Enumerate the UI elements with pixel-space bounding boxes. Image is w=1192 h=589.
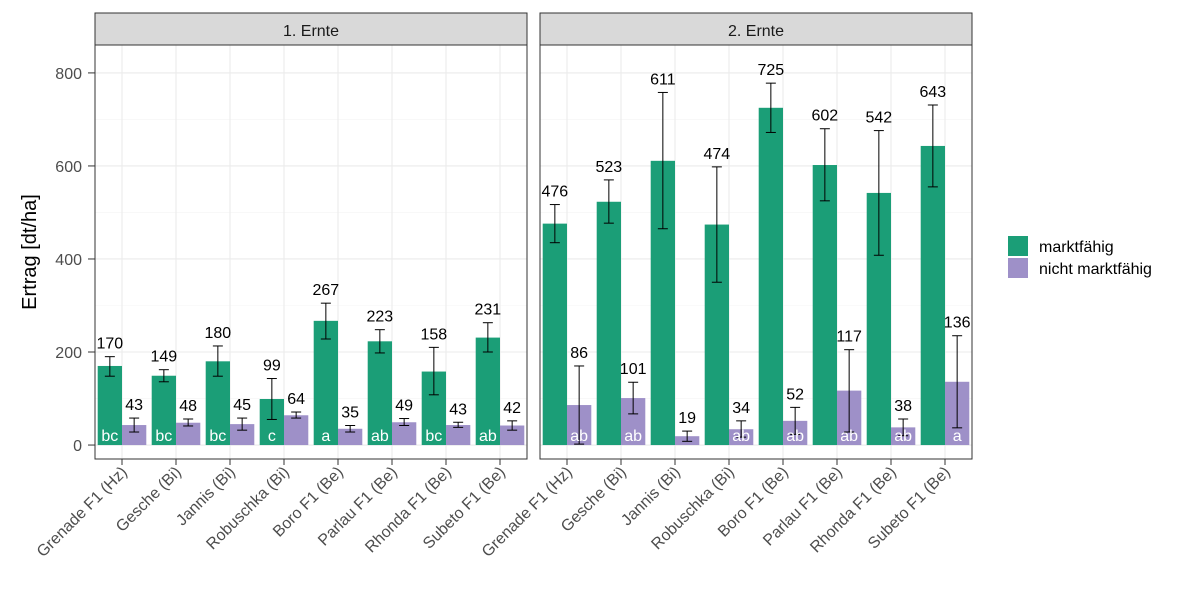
significance-letter: ab — [570, 428, 588, 445]
facet-title: 2. Ernte — [728, 23, 784, 40]
y-axis-label: Ertrag [dt/ha] — [19, 194, 41, 310]
data-label: 19 — [678, 410, 696, 427]
bar — [151, 375, 176, 446]
bar — [920, 145, 945, 446]
bar — [392, 422, 417, 446]
data-label: 267 — [312, 282, 339, 299]
bar — [542, 223, 567, 446]
bar — [122, 425, 147, 446]
data-label: 523 — [595, 159, 622, 176]
data-label: 117 — [836, 329, 862, 346]
data-label: 611 — [650, 71, 676, 88]
significance-letter: ab — [894, 428, 912, 445]
data-label: 170 — [96, 336, 123, 353]
data-label: 231 — [474, 302, 501, 319]
data-label: 101 — [620, 361, 647, 378]
y-tick-label: 600 — [55, 159, 82, 176]
y-tick-label: 200 — [55, 345, 82, 362]
bar — [758, 107, 783, 446]
significance-letter: bc — [101, 428, 118, 445]
data-label: 64 — [287, 391, 305, 408]
facet-title: 1. Ernte — [283, 23, 339, 40]
data-label: 158 — [420, 326, 447, 343]
bar — [596, 201, 621, 446]
data-label: 43 — [125, 397, 143, 414]
data-label: 602 — [811, 108, 838, 125]
legend-swatch — [1008, 236, 1028, 256]
significance-letter: ab — [624, 428, 642, 445]
data-label: 136 — [944, 315, 971, 332]
data-label: 38 — [894, 398, 912, 415]
y-tick-label: 800 — [55, 66, 82, 83]
data-label: 99 — [263, 358, 281, 375]
bar — [446, 425, 471, 446]
data-label: 48 — [179, 398, 197, 415]
bar — [230, 424, 255, 446]
data-label: 43 — [449, 401, 467, 418]
data-label: 474 — [703, 146, 730, 163]
x-tick-label: Grenade F1 (Hz) — [34, 464, 131, 561]
bar — [500, 425, 525, 446]
data-label: 149 — [150, 349, 177, 366]
data-label: 49 — [395, 398, 413, 415]
data-label: 180 — [204, 325, 231, 342]
panel-border — [539, 44, 973, 460]
significance-letter: ab — [371, 428, 389, 445]
facet-strip — [94, 12, 528, 46]
data-label: 542 — [865, 110, 892, 127]
bar — [313, 320, 338, 446]
data-label: 86 — [570, 345, 588, 362]
data-label: 643 — [919, 84, 946, 101]
panel-border — [94, 44, 528, 460]
y-tick-label: 400 — [55, 252, 82, 269]
bar — [475, 337, 500, 446]
significance-letter: bc — [209, 428, 226, 445]
data-label: 42 — [503, 400, 521, 417]
bar — [97, 365, 122, 446]
significance-letter: ab — [786, 428, 804, 445]
bar — [176, 422, 201, 446]
legend-label: marktfähig — [1039, 239, 1114, 256]
significance-letter: bc — [425, 428, 442, 445]
significance-letter: ab — [840, 428, 858, 445]
significance-letter: a — [321, 428, 330, 445]
data-label: 34 — [732, 400, 750, 417]
data-label: 52 — [786, 386, 804, 403]
bar — [812, 165, 837, 446]
data-label: 45 — [233, 397, 251, 414]
significance-letter: ab — [732, 428, 750, 445]
data-label: 725 — [757, 62, 784, 79]
bar — [284, 415, 309, 446]
legend-swatch — [1008, 258, 1028, 278]
data-label: 476 — [541, 184, 568, 201]
significance-letter: a — [953, 428, 962, 445]
data-label: 223 — [366, 309, 393, 326]
significance-letter: ab — [479, 428, 497, 445]
data-label: 35 — [341, 405, 359, 422]
bar — [367, 341, 392, 446]
significance-letter: bc — [155, 428, 172, 445]
legend-label: nicht marktfähig — [1039, 261, 1152, 278]
significance-letter: c — [268, 428, 276, 445]
y-tick-label: 0 — [73, 438, 82, 455]
bar — [338, 428, 363, 446]
